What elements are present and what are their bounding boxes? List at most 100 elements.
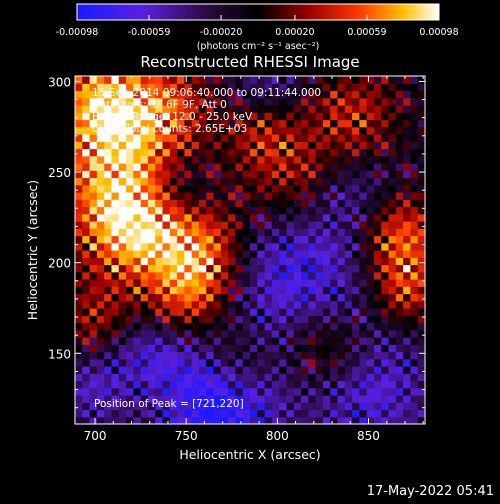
heatmap-cell — [322, 141, 331, 150]
heatmap-cell — [147, 235, 156, 244]
heatmap-cell — [264, 105, 273, 113]
heatmap-cell — [373, 105, 382, 113]
heatmap-cell — [184, 228, 193, 237]
heatmap-cell — [330, 177, 339, 186]
heatmap-cell — [177, 170, 185, 179]
heatmap-cell — [395, 155, 404, 164]
heatmap-cell — [198, 271, 207, 280]
heatmap-cell — [381, 300, 390, 309]
heatmap-cell — [264, 155, 273, 164]
heatmap-cell — [198, 387, 207, 396]
heatmap-cell — [162, 322, 171, 331]
heatmap-cell — [381, 192, 390, 200]
heatmap-cell — [198, 163, 207, 171]
heatmap-cell — [220, 83, 229, 92]
heatmap-cell — [286, 221, 295, 229]
heatmap-cell — [89, 373, 98, 382]
heatmap-cell — [403, 206, 412, 215]
heatmap-cell — [264, 221, 273, 229]
heatmap-cell — [220, 90, 229, 99]
heatmap-cell — [104, 293, 113, 302]
heatmap-cell — [213, 308, 222, 316]
heatmap-cell — [417, 192, 425, 200]
heatmap-cell — [257, 366, 266, 374]
heatmap-cell — [403, 279, 412, 287]
heatmap-cell — [279, 293, 288, 302]
heatmap-cell — [184, 279, 193, 287]
heatmap-cell — [155, 112, 164, 121]
heatmap-cell — [82, 308, 91, 316]
heatmap-cell — [169, 300, 178, 309]
heatmap-cell — [403, 380, 412, 389]
heatmap-cell — [264, 235, 273, 244]
heatmap-cell — [104, 97, 113, 106]
heatmap-cell — [293, 221, 302, 229]
heatmap-cell — [366, 97, 375, 106]
heatmap-cell — [235, 83, 244, 92]
heatmap-cell — [344, 257, 353, 266]
heatmap-cell — [388, 170, 397, 179]
heatmap-cell — [96, 409, 105, 418]
heatmap-cell — [301, 148, 309, 157]
heatmap-cell — [388, 134, 397, 142]
heatmap-cell — [417, 380, 425, 389]
heatmap-cell — [352, 286, 360, 295]
heatmap-cell — [381, 235, 390, 244]
heatmap-cell — [337, 199, 346, 208]
heatmap-cell — [359, 344, 368, 353]
heatmap-cell — [359, 315, 368, 324]
heatmap-cell — [301, 235, 309, 244]
heatmap-cell — [388, 228, 397, 237]
heatmap-cell — [373, 264, 382, 273]
heatmap-cell — [279, 402, 288, 411]
heatmap-cell — [322, 358, 331, 367]
heatmap-cell — [104, 155, 113, 164]
heatmap-cell — [126, 170, 134, 179]
heatmap-cell — [111, 315, 120, 324]
heatmap-cell — [140, 387, 149, 396]
heatmap-cell — [206, 76, 215, 84]
heatmap-cell — [366, 271, 375, 280]
heatmap-cell — [118, 221, 127, 229]
heatmap-cell — [366, 134, 375, 142]
heatmap-cell — [344, 112, 353, 121]
heatmap-cell — [96, 170, 105, 179]
heatmap-cell — [169, 177, 178, 186]
heatmap-cell — [169, 315, 178, 324]
heatmap-cell — [352, 250, 360, 258]
heatmap-cell — [75, 235, 83, 244]
heatmap-cell — [308, 387, 317, 396]
heatmap-cell — [177, 112, 185, 121]
heatmap-cell — [191, 206, 200, 215]
heatmap-cell — [308, 163, 317, 171]
heatmap-cell — [89, 271, 98, 280]
heatmap-cell — [228, 402, 237, 411]
heatmap-cell — [118, 119, 127, 128]
heatmap-cell — [147, 358, 156, 367]
heatmap-cell — [169, 279, 178, 287]
heatmap-cell — [104, 337, 113, 345]
heatmap-cell — [184, 213, 193, 222]
heatmap-cell — [366, 105, 375, 113]
heatmap-cell — [75, 315, 83, 324]
heatmap-cell — [140, 90, 149, 99]
heatmap-cell — [344, 213, 353, 222]
heatmap-cell — [315, 112, 324, 121]
heatmap-cell — [213, 264, 222, 273]
heatmap-cell — [271, 315, 280, 324]
heatmap-cell — [228, 293, 237, 302]
heatmap-cell — [293, 416, 302, 424]
heatmap-cell — [228, 163, 237, 171]
heatmap-cell — [308, 213, 317, 222]
heatmap-cell — [126, 221, 134, 229]
heatmap-cell — [198, 300, 207, 309]
heatmap-cell — [279, 409, 288, 418]
heatmap-cell — [403, 409, 412, 418]
heatmap-cell — [89, 163, 98, 171]
heatmap-cell — [133, 235, 142, 244]
heatmap-cell — [177, 199, 185, 208]
heatmap-cell — [293, 126, 302, 135]
heatmap-cell — [293, 83, 302, 92]
heatmap-cell — [293, 213, 302, 222]
heatmap-cell — [169, 409, 178, 418]
